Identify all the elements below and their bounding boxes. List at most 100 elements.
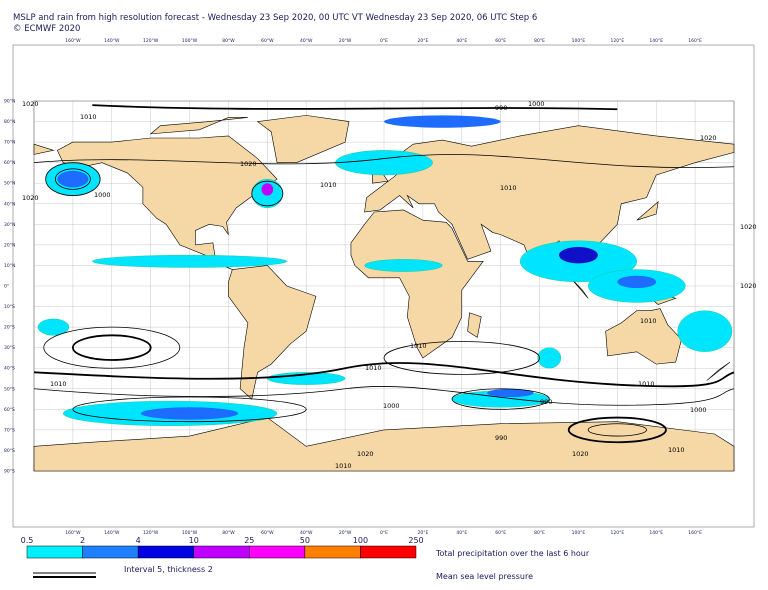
latitude-label: 10°N — [4, 263, 15, 269]
colorbar-segment — [137, 545, 194, 559]
latitude-label: 90°N — [4, 99, 15, 105]
longitude-label: 100°W — [182, 38, 198, 44]
longitude-label: 160°E — [688, 530, 702, 536]
longitude-label: 160°W — [65, 38, 81, 44]
isobar-label: 1010 — [320, 181, 337, 189]
latitude-label: 30°S — [4, 345, 15, 351]
longitude-label: 120°W — [143, 38, 159, 44]
colorbar-label: 100 — [353, 536, 368, 545]
latitude-label: 80°S — [4, 448, 15, 454]
latitude-label: 50°S — [4, 386, 15, 392]
isobar-label: 1020 — [740, 282, 757, 290]
isobar-label: 1020 — [740, 223, 757, 231]
longitude-label: 20°W — [339, 38, 352, 44]
isobar-label: 990 — [495, 434, 507, 442]
isobar-label: 1010 — [638, 380, 655, 388]
isobar-label: 1020 — [22, 100, 39, 108]
longitude-label: 40°E — [456, 38, 467, 44]
longitude-label: 60°W — [261, 38, 274, 44]
isobar-label: 1000 — [528, 100, 545, 108]
longitude-label: 60°E — [495, 530, 506, 536]
isobar-label: 1010 — [80, 113, 97, 121]
colorbar-segment — [360, 545, 417, 559]
precipitation — [38, 115, 732, 425]
isobar-label: 1010 — [640, 317, 657, 325]
latitude-label: 60°S — [4, 407, 15, 413]
isobar-label: 1010 — [668, 446, 685, 454]
isobar-label: 990 — [540, 398, 552, 406]
longitude-label: 0°E — [380, 38, 388, 44]
longitude-label: 40°E — [456, 530, 467, 536]
colorbar-label: 250 — [408, 536, 423, 545]
colorbar-segment — [249, 545, 306, 559]
latitude-label: 20°N — [4, 242, 15, 248]
longitude-label: 40°W — [300, 530, 313, 536]
longitude-label: 140°W — [104, 530, 120, 536]
precipitation-label: Total precipitation over the last 6 hour — [435, 549, 590, 558]
latitude-label: 70°N — [4, 140, 15, 146]
latitude-label: 10°S — [4, 304, 15, 310]
title: MSLP and rain from high resolution forec… — [13, 13, 537, 23]
longitude-label: 20°W — [339, 530, 352, 536]
isobar-label: 1020 — [572, 450, 589, 458]
isobar-label: 1020 — [240, 160, 257, 168]
isobar-label: 1010 — [365, 364, 382, 372]
latitude-label: 40°N — [4, 201, 15, 207]
isobar-label: 1020 — [357, 450, 374, 458]
longitude-label: 80°E — [534, 530, 545, 536]
longitude-label: 80°W — [222, 38, 235, 44]
latitude-label: 50°N — [4, 181, 15, 187]
isobar-label: 1010 — [50, 380, 67, 388]
longitude-label: 100°W — [182, 530, 198, 536]
copyright: © ECMWF 2020 — [13, 24, 80, 34]
longitude-label: 20°E — [417, 38, 428, 44]
longitude-label: 60°E — [495, 38, 506, 44]
colorbar-segment — [304, 545, 361, 559]
geography — [34, 105, 734, 471]
contour-note: Interval 5, thickness 2 — [124, 565, 213, 574]
colorbar: 0.5 2 4 10 25 50 100 250 — [21, 536, 424, 559]
longitude-label: 80°W — [222, 530, 235, 536]
latitude-label: 40°S — [4, 366, 15, 372]
colorbar-label: 0.5 — [21, 536, 34, 545]
longitude-label: 0°E — [380, 530, 388, 536]
longitude-label: 140°W — [104, 38, 120, 44]
latitude-label: 70°S — [4, 427, 15, 433]
colorbar-label: 50 — [300, 536, 310, 545]
isobar-labels: 1020 1010 1020 1000 1010 1020 990 1000 1010 1010 1… — [22, 100, 757, 470]
isobar-label: 1000 — [383, 402, 400, 410]
longitude-label: 120°E — [610, 38, 624, 44]
longitude-label: 80°E — [534, 38, 545, 44]
colorbar-label: 4 — [136, 536, 141, 545]
latitude-label: 30°N — [4, 222, 15, 228]
isobar-label: 1000 — [94, 191, 111, 199]
frame — [12, 44, 755, 528]
longitude-label: 160°W — [65, 530, 81, 536]
longitude-label: 140°E — [649, 530, 663, 536]
longitude-label: 120°E — [610, 530, 624, 536]
isobar-label: 1010 — [500, 184, 517, 192]
latitude-label: 90°S — [4, 469, 15, 475]
isobar-label: 1020 — [700, 134, 717, 142]
longitude-label: 40°W — [300, 38, 313, 44]
longitude-label: 60°W — [261, 530, 274, 536]
isobar-label: 1000 — [690, 406, 707, 414]
isobar-label: 1010 — [410, 342, 427, 350]
longitude-label: 100°E — [572, 38, 586, 44]
longitude-label: 140°E — [649, 38, 663, 44]
longitude-label: 100°E — [572, 530, 586, 536]
colorbar-segment — [26, 545, 83, 559]
longitude-label: 20°E — [417, 530, 428, 536]
isobar-label: 990 — [495, 104, 507, 112]
longitude-label: 120°W — [143, 530, 159, 536]
colorbar-segment — [82, 545, 139, 559]
latitude-label: 20°S — [4, 325, 15, 331]
longitude-label: 160°E — [688, 38, 702, 44]
colorbar-label: 25 — [244, 536, 254, 545]
isobars — [34, 105, 734, 442]
colorbar-label: 10 — [189, 536, 199, 545]
isobar-label: 1020 — [22, 194, 39, 202]
pressure-label: Mean sea level pressure — [436, 572, 533, 581]
isobar-label: 1010 — [335, 462, 352, 470]
